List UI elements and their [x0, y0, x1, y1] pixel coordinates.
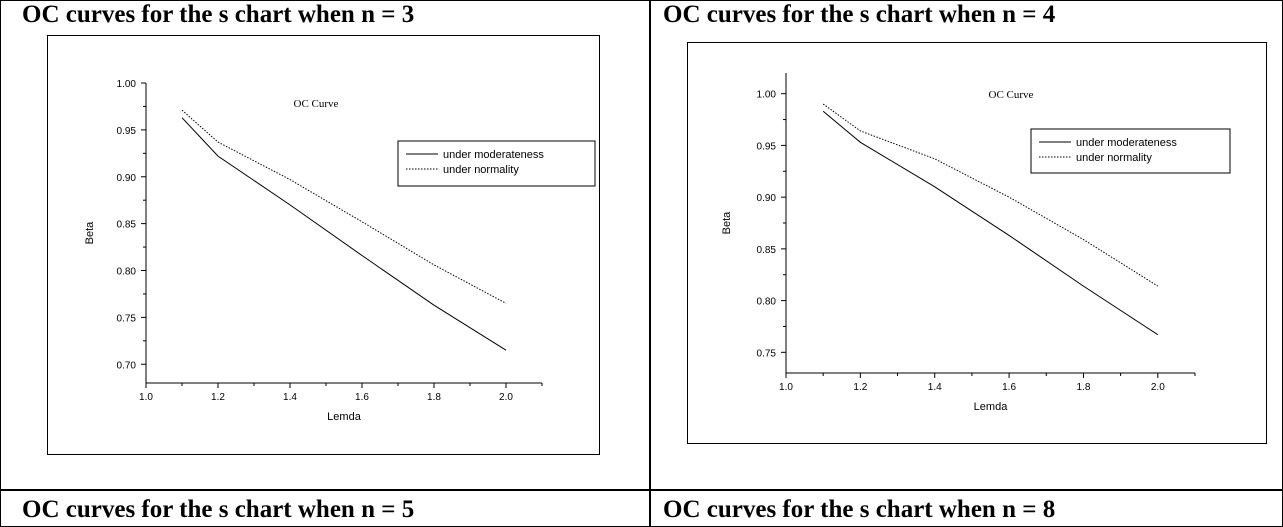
legend-label: under normality: [1076, 152, 1152, 164]
series-line-normality: [181, 109, 507, 304]
oc-chart-n3-plot: 0.70 0.75 0.80 0.85 0.90 0.95 1.00 1.0 1.2 1.4 1.6…: [84, 79, 596, 423]
y-tick-label: 1.00: [757, 90, 777, 101]
cell-title-n3: OC curves for the s chart when n = 3: [22, 1, 415, 28]
cell-title-n8: OC curves for the s chart when n = 8: [663, 496, 1056, 523]
legend-label: under normality: [443, 164, 519, 176]
y-tick-label: 0.85: [117, 220, 137, 231]
x-tick-label: 1.0: [779, 382, 793, 393]
legend-label: under moderateness: [1076, 137, 1177, 149]
x-tick-label: 1.2: [211, 392, 225, 403]
y-tick-label: 0.90: [117, 173, 137, 184]
x-axis-label: Lemda: [974, 401, 1009, 413]
y-tick-label: 1.00: [117, 79, 137, 90]
x-tick-label: 1.2: [853, 382, 867, 393]
oc-chart-n4-plot: 0.75 0.80 0.85 0.90 0.95 1.00 1.0 1.2 1.4 1.6 1.8 2…: [721, 73, 1231, 413]
y-axis-label: Beta: [84, 221, 96, 245]
y-tick-label: 0.85: [757, 245, 777, 256]
series-line-moderateness: [181, 117, 507, 351]
y-tick-label: 0.80: [117, 267, 137, 278]
y-tick-label: 0.95: [757, 141, 777, 152]
chart-title: OC Curve: [294, 98, 339, 110]
oc-chart-n4: 0.75 0.80 0.85 0.90 0.95 1.00 1.0 1.2 1.4 1.6 1.8 2…: [687, 42, 1267, 444]
x-tick-label: 2.0: [1151, 382, 1165, 393]
x-tick-label: 1.0: [139, 392, 153, 403]
y-tick-label: 0.75: [117, 313, 137, 324]
legend-box: [397, 140, 596, 187]
y-axis-label: Beta: [721, 211, 733, 235]
y-tick-label: 0.90: [757, 193, 777, 204]
cell-title-n5: OC curves for the s chart when n = 5: [22, 496, 415, 523]
x-tick-label: 1.6: [355, 392, 369, 403]
x-tick-label: 2.0: [499, 392, 513, 403]
cell-title-n4: OC curves for the s chart when n = 4: [663, 1, 1056, 28]
x-tick-label: 1.4: [928, 382, 942, 393]
x-tick-label: 1.6: [1002, 382, 1016, 393]
chart-title: OC Curve: [989, 89, 1034, 101]
x-tick-label: 1.8: [427, 392, 441, 403]
table-divider-vertical: [649, 0, 651, 527]
legend-box: [1030, 128, 1231, 174]
series-line-normality: [822, 103, 1159, 287]
table-divider-horizontal: [0, 489, 1283, 491]
y-tick-label: 0.75: [757, 348, 777, 359]
legend-label: under moderateness: [443, 149, 544, 161]
x-axis-label: Lemda: [327, 411, 362, 423]
series-line-moderateness: [822, 110, 1159, 336]
x-tick-label: 1.4: [283, 392, 297, 403]
oc-chart-n3: 0.70 0.75 0.80 0.85 0.90 0.95 1.00 1.0 1.2 1.4 1.6…: [47, 35, 600, 455]
y-tick-label: 0.80: [757, 297, 777, 308]
x-tick-label: 1.8: [1077, 382, 1091, 393]
y-tick-label: 0.70: [117, 360, 137, 371]
y-tick-label: 0.95: [117, 126, 137, 137]
